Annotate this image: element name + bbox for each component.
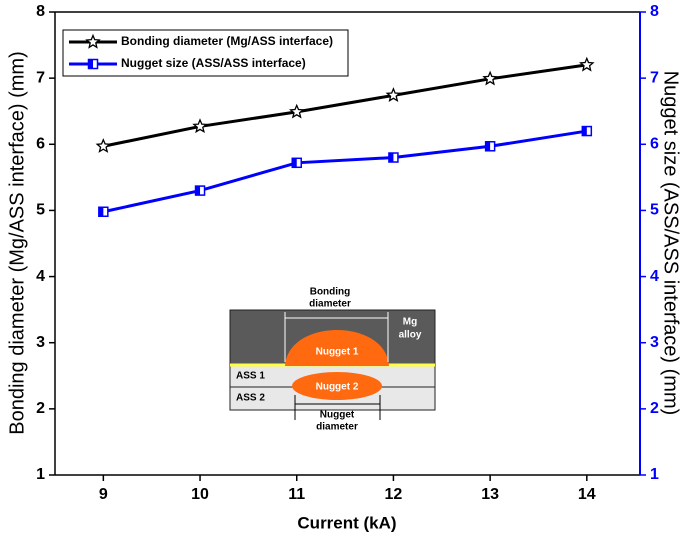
marker-half bbox=[582, 126, 587, 136]
y-tick-label: 6 bbox=[36, 136, 45, 153]
marker bbox=[291, 157, 302, 169]
legend-box bbox=[62, 29, 349, 77]
marker bbox=[289, 103, 305, 119]
inset-label: ASS 2 bbox=[236, 393, 265, 404]
nugget-2 bbox=[292, 372, 382, 400]
legend-label: Bonding diameter (Mg/ASS interface) bbox=[121, 34, 333, 48]
inset-label: Nugget 1 bbox=[316, 347, 359, 358]
x-tick-label: 9 bbox=[99, 486, 108, 503]
marker bbox=[581, 125, 593, 137]
marker-half bbox=[98, 207, 104, 217]
x-tick-label: 10 bbox=[191, 486, 209, 503]
x-tick-label: 12 bbox=[385, 486, 403, 503]
marker bbox=[192, 118, 208, 134]
marker-half bbox=[388, 153, 394, 163]
inset-label: diameter bbox=[316, 422, 358, 433]
marker bbox=[95, 138, 112, 153]
marker bbox=[482, 70, 498, 86]
y-tick-label: 8 bbox=[36, 3, 45, 20]
y2-tick-label: 7 bbox=[650, 69, 659, 86]
y-tick-label: 5 bbox=[36, 202, 45, 219]
y-tick-label: 1 bbox=[36, 466, 45, 483]
inset-label: Nugget bbox=[320, 410, 355, 421]
inset-label: alloy bbox=[399, 330, 422, 341]
series-line bbox=[103, 63, 588, 148]
marker-half bbox=[195, 186, 201, 196]
marker-half bbox=[485, 141, 491, 151]
series-line bbox=[103, 129, 588, 214]
marker bbox=[85, 33, 101, 49]
x-tick-label: 14 bbox=[578, 486, 596, 503]
inset-label: diameter bbox=[309, 299, 351, 310]
marker bbox=[98, 206, 109, 218]
y2-tick-label: 4 bbox=[650, 268, 659, 285]
y2-tick-label: 5 bbox=[650, 202, 659, 219]
marker bbox=[388, 152, 399, 163]
y-tick-label: 2 bbox=[36, 400, 45, 417]
x-axis-title: Current (kA) bbox=[297, 513, 396, 532]
marker bbox=[579, 56, 595, 72]
y-axis-title: Bonding diameter (Mg/ASS interface) (mm) bbox=[6, 51, 28, 434]
inset-label: Nugget 2 bbox=[316, 382, 359, 393]
marker-half bbox=[88, 59, 93, 69]
legend-label: Nugget size (ASS/ASS interface) bbox=[121, 56, 306, 70]
marker bbox=[194, 185, 206, 196]
y-tick-label: 3 bbox=[36, 334, 45, 351]
y2-axis-title: Nugget size (ASS/ASS interface) (mm) bbox=[660, 71, 682, 416]
nugget-1 bbox=[285, 330, 389, 366]
inset-label: ASS 1 bbox=[236, 371, 265, 382]
x-tick-label: 11 bbox=[288, 486, 305, 503]
y2-tick-label: 6 bbox=[650, 136, 659, 153]
y2-tick-label: 1 bbox=[650, 466, 659, 483]
y2-tick-label: 8 bbox=[650, 3, 659, 20]
y2-tick-label: 3 bbox=[650, 334, 659, 351]
inset-diagram: Bonding diameter Mg alloy Nugget 1 Nugge… bbox=[229, 287, 436, 433]
y-tick-label: 7 bbox=[36, 69, 45, 86]
y2-tick-label: 2 bbox=[650, 400, 659, 417]
marker bbox=[385, 87, 402, 102]
y-tick-label: 4 bbox=[36, 268, 45, 285]
inset-label: Mg bbox=[403, 317, 417, 328]
inset-label: Bonding bbox=[310, 287, 351, 298]
marker bbox=[87, 58, 99, 70]
marker-half bbox=[292, 158, 297, 168]
marker bbox=[484, 141, 496, 152]
x-tick-label: 13 bbox=[481, 486, 499, 503]
